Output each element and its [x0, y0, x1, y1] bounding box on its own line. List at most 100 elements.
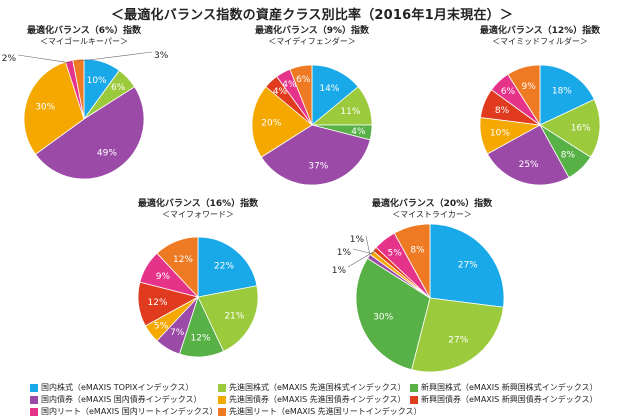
- legend-item-developed-bond: 先進国債券（eMAXIS 先進国債券インデックス）: [218, 394, 406, 405]
- slice-label: 27%: [448, 336, 468, 346]
- slice-label: 1%: [332, 266, 347, 276]
- slice-label: 6%: [296, 75, 311, 85]
- legend-swatch-developed-bond: [218, 395, 226, 404]
- slice-label: 1%: [350, 235, 365, 245]
- pie-slice-domestic-bond: [34, 86, 145, 180]
- legend-swatch-emerging-bond: [410, 395, 418, 404]
- slice-label: 20%: [261, 118, 281, 128]
- slice-label: 9%: [156, 272, 171, 282]
- legend-item-developed-stock: 先進国株式（eMAXIS 先進国株式インデックス）: [218, 382, 406, 393]
- legend-item-developed-reit: 先進国リート（eMAXIS 先進国リートインデックス）: [218, 406, 422, 417]
- legend-swatch-domestic-reit: [30, 407, 38, 416]
- legend-label-emerging-stock: 新興国株式（eMAXIS 新興国株式インデックス）: [421, 383, 598, 392]
- pie-slice-developed-stock: [197, 285, 259, 352]
- slice-label: 12%: [173, 255, 193, 265]
- slice-label: 37%: [308, 161, 328, 171]
- slice-label: 5%: [154, 322, 169, 332]
- legend-label-developed-bond: 先進国債券（eMAXIS 先進国債券インデックス）: [229, 395, 406, 404]
- slice-label: 4%: [282, 80, 297, 90]
- legend-label-developed-stock: 先進国株式（eMAXIS 先進国株式インデックス）: [229, 383, 406, 392]
- slice-label: 9%: [521, 82, 536, 92]
- figure-title: ＜最適化バランス指数の資産クラス別比率（2016年1月末現在）＞: [110, 8, 514, 23]
- chart-title: 最適化バランス（20%）指数: [372, 197, 493, 209]
- pie-chart-12: 最適化バランス（12%）指数＜マイミッドフィルダー＞ 18% 16% 8% 25% 10%…: [479, 24, 601, 186]
- legend-item-emerging-stock: 新興国株式（eMAXIS 新興国株式インデックス）: [410, 382, 598, 393]
- pie-slice-developed-stock: [539, 98, 601, 158]
- chart-subtitle: ＜マイディフェンダー＞: [268, 36, 355, 46]
- chart-title: 最適化バランス（12%）指数: [480, 24, 601, 36]
- legend-item-domestic-reit: 国内リート（eMAXIS 国内リートインデックス）: [30, 406, 218, 417]
- slice-label: 3%: [154, 51, 169, 61]
- slice-label: 21%: [224, 312, 244, 322]
- slice-label: 6%: [111, 83, 126, 93]
- pie-slice-domestic-bond: [486, 124, 570, 186]
- slice-leader-line: [17, 54, 70, 64]
- slice-label: 8%: [561, 151, 576, 161]
- chart-subtitle: ＜マイフォワード＞: [162, 210, 234, 219]
- pie-chart-20: 最適化バランス（20%）指数＜マイストライカー＞ 27% 27% 30% 1% 1% 1% 5…: [332, 197, 505, 373]
- pie-chart-9: 最適化バランス（9%）指数＜マイディフェンダー＞ 14% 11% 4% 37% 20% 4%…: [251, 24, 373, 186]
- slice-label: 8%: [495, 106, 510, 116]
- legend-label-domestic-stock: 国内株式（eMAXIS TOPIXインデックス）: [41, 383, 194, 392]
- legend-swatch-domestic-bond: [30, 395, 38, 404]
- pie-slice-domestic-stock: [197, 236, 258, 298]
- legend-label-domestic-bond: 国内債券（eMAXIS 国内債券インデックス）: [41, 395, 202, 404]
- slice-label: 10%: [87, 76, 107, 86]
- legend-swatch-developed-stock: [218, 383, 226, 392]
- slice-label: 14%: [319, 84, 339, 94]
- pie-chart-6: 最適化バランス（6%）指数＜マイゴールキーパー＞ 10% 6% 49% 30% 2% 3%: [2, 24, 169, 180]
- pie-slice-domestic-stock: [539, 64, 595, 126]
- slice-leader-line: [347, 250, 377, 268]
- pie-slice-developed-reit: [507, 64, 541, 127]
- pie-slice-emerging-stock: [355, 257, 431, 371]
- slice-label: 49%: [97, 149, 117, 159]
- slice-label: 12%: [191, 334, 211, 344]
- slice-label: 27%: [458, 261, 478, 271]
- pie-slice-developed-reit: [72, 58, 85, 120]
- legend-swatch-domestic-stock: [30, 383, 38, 392]
- pie-slice-developed-reit: [393, 223, 431, 299]
- pie-slice-developed-bond: [251, 86, 313, 158]
- slice-label: 10%: [490, 129, 510, 139]
- legend-swatch-emerging-stock: [410, 383, 418, 392]
- chart-subtitle: ＜マイストライカー＞: [392, 210, 472, 219]
- chart-title: 最適化バランス（16%）指数: [138, 197, 259, 209]
- slice-leader-line: [78, 51, 153, 62]
- slice-label: 25%: [519, 160, 539, 170]
- chart-subtitle: ＜マイミッドフィルダー＞: [492, 36, 588, 46]
- slice-label: 4%: [351, 127, 366, 137]
- legend-label-developed-reit: 先進国リート（eMAXIS 先進国リートインデックス）: [229, 407, 422, 416]
- chart-title: 最適化バランス（6%）指数: [27, 24, 142, 36]
- pie-slice-domestic-stock: [311, 64, 359, 126]
- legend-label-domestic-reit: 国内リート（eMAXIS 国内リートインデックス）: [41, 407, 218, 416]
- slice-label: 30%: [35, 102, 55, 112]
- pie-slice-developed-bond: [23, 61, 85, 155]
- pie-slice-developed-reit: [289, 64, 313, 126]
- slice-label: 2%: [2, 54, 17, 64]
- legend-swatch-developed-reit: [218, 407, 226, 416]
- slice-label: 11%: [340, 107, 360, 117]
- legend-item-domestic-bond: 国内債券（eMAXIS 国内債券インデックス）: [30, 394, 202, 405]
- slice-label: 12%: [148, 298, 168, 308]
- slice-label: 4%: [273, 87, 288, 97]
- slice-label: 18%: [552, 87, 572, 97]
- chart-title: 最適化バランス（9%）指数: [255, 24, 370, 36]
- slice-label: 8%: [410, 245, 425, 255]
- charts-canvas: 最適化バランス（6%）指数＜マイゴールキーパー＞10%6%49%30%2% 3%最…: [2, 24, 601, 373]
- slice-label: 6%: [501, 87, 516, 97]
- chart-subtitle: ＜マイゴールキーパー＞: [40, 36, 128, 46]
- pie-chart-16: 最適化バランス（16%）指数＜マイフォワード＞22%21%12%7%5%12%9…: [137, 197, 259, 358]
- legend-item-domestic-stock: 国内株式（eMAXIS TOPIXインデックス）: [30, 382, 193, 393]
- slice-label: 1%: [337, 248, 352, 258]
- legend-label-emerging-bond: 新興国債券（eMAXIS 新興国債券インデックス）: [421, 395, 598, 404]
- slice-label: 22%: [214, 262, 234, 272]
- slice-label: 7%: [170, 328, 185, 338]
- slice-leader-line: [352, 248, 374, 255]
- slice-label: 5%: [387, 248, 402, 258]
- slice-label: 16%: [571, 124, 591, 134]
- pie-slice-developed-stock: [411, 297, 504, 373]
- pie-slice-domestic-stock: [429, 223, 505, 308]
- pie-slice-developed-reit: [156, 236, 199, 299]
- slice-label: 30%: [373, 313, 393, 323]
- legend-item-emerging-bond: 新興国債券（eMAXIS 新興国債券インデックス）: [410, 394, 598, 405]
